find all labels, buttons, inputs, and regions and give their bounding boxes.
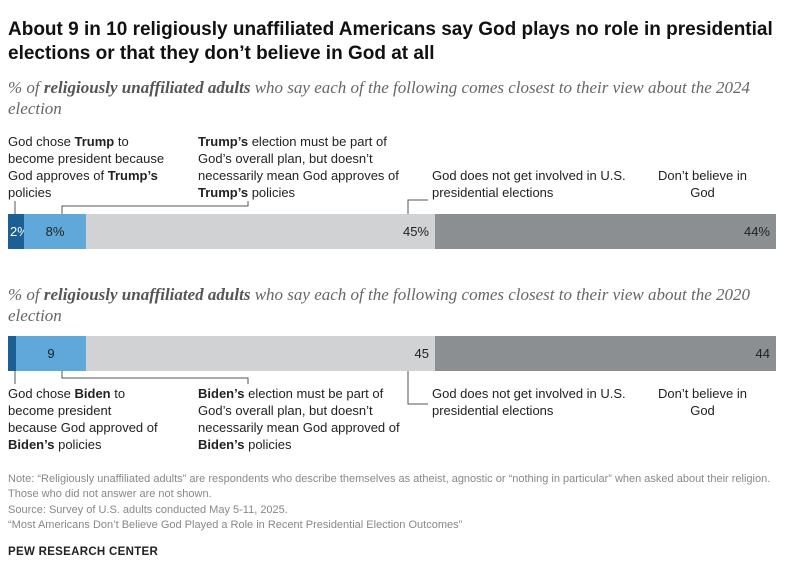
bar-value-label-2: 9 [47, 346, 55, 361]
bar-segment-1 [8, 214, 24, 249]
category-label-2-2024: Trump’s election must be part of God’s o… [198, 134, 399, 200]
bar-segment-1 [8, 336, 16, 371]
bar-value-label-1: 2% [10, 224, 29, 239]
source-text: Source: Survey of U.S. adults conducted … [8, 504, 288, 516]
chart-title: About 9 in 10 religiously unaffiliated A… [8, 19, 773, 64]
bar-segment-3 [86, 214, 435, 249]
category-label-3-2020: God does not get involved in U.S. presid… [432, 386, 626, 418]
bar-segment-2 [16, 336, 86, 371]
category-label-1-2024: God chose Trump to become president beca… [8, 134, 165, 200]
category-label-3-2024: God does not get involved in U.S. presid… [432, 168, 626, 200]
bar-value-label-2: 8% [45, 224, 65, 239]
bar-value-label-4: 44% [743, 224, 770, 239]
bar-value-label-4: 44 [755, 346, 770, 361]
stacked-bar-2024: 2% 8% 45% 44% [8, 214, 776, 249]
category-label-1-2020: God chose Biden to become president beca… [8, 386, 158, 452]
category-label-4-2024: Don’t believe in God [658, 168, 747, 200]
bar-segment-4 [435, 214, 776, 249]
bar-segment-3 [86, 336, 435, 371]
category-label-4-2020: Don’t believe in God [658, 386, 747, 418]
bar-segment-4 [435, 336, 776, 371]
category-label-2-2020: Biden’s election must be part of God’s o… [198, 386, 400, 452]
bar-segment-2 [24, 214, 86, 249]
source-org: PEW RESEARCH CENTER [8, 546, 159, 558]
bar-value-label-3: 45% [402, 224, 429, 239]
chart-subtitle-2024: % of religiously unaffiliated adults who… [8, 78, 750, 118]
note-text: Note: “Religiously unaffiliated adults” … [8, 473, 771, 500]
report-title-text: “Most Americans Don’t Believe God Played… [8, 519, 463, 531]
stacked-bar-2020: 9 45 44 [8, 336, 776, 371]
chart-subtitle-2020: % of religiously unaffiliated adults who… [8, 285, 750, 325]
bar-value-label-3: 45 [414, 346, 429, 361]
